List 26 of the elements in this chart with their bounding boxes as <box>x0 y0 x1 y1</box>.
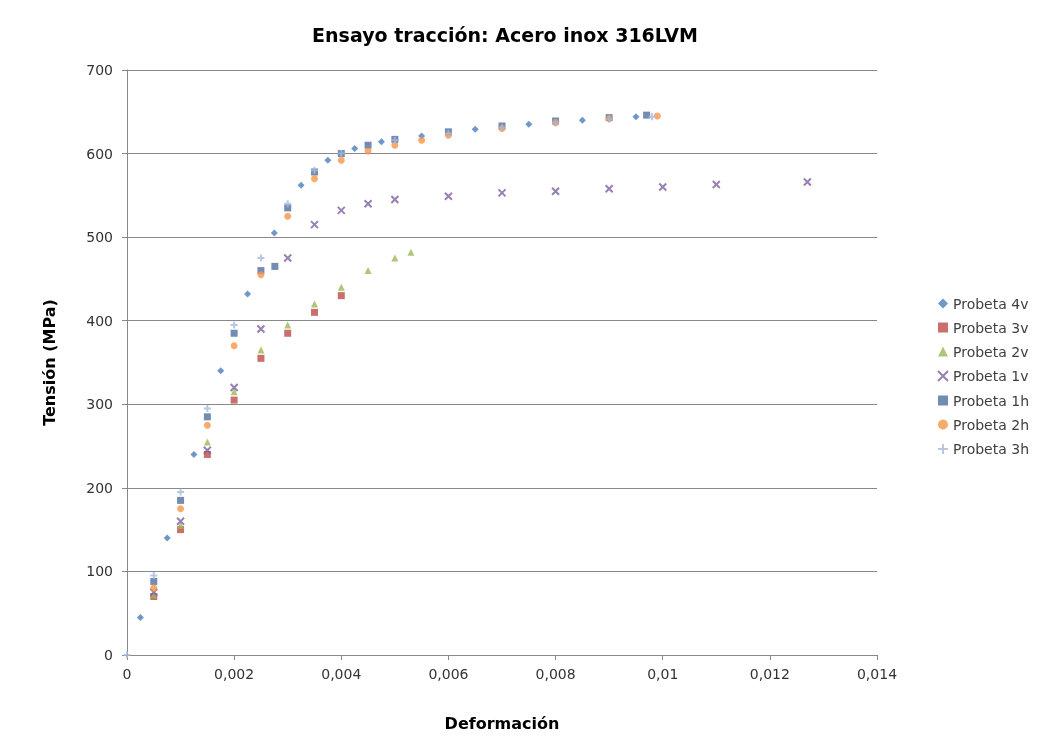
x-tick-label: 0,002 <box>214 666 255 682</box>
legend-label: Probeta 3h <box>952 441 1030 457</box>
legend-label: Probeta 1h <box>952 392 1030 409</box>
legend-label: Probeta 2h <box>952 416 1030 433</box>
y-tick-label: 200 <box>86 479 113 496</box>
y-axis-title: Tensión (MPa) <box>39 299 59 426</box>
x-tick-label: 0,01 <box>647 666 679 682</box>
x-tick-label: 0,006 <box>428 666 469 682</box>
y-tick-label: 400 <box>86 312 113 329</box>
x-tick-label: 0,008 <box>535 666 576 682</box>
x-tick-label: 0,012 <box>749 666 790 682</box>
y-tick-label: 500 <box>86 229 113 246</box>
legend-label: Probeta 4v <box>952 295 1029 312</box>
y-tick-label: 300 <box>86 396 113 413</box>
legend-label: Probeta 1v <box>952 368 1029 384</box>
legend-label: Probeta 2v <box>952 343 1029 360</box>
y-tick-label: 700 <box>86 62 113 78</box>
x-tick-label: 0,004 <box>321 666 362 682</box>
x-tick-label: 0 <box>122 666 132 682</box>
chart-title: Ensayo tracción: Acero inox 316LVM <box>312 23 698 46</box>
x-tick-label: 0,014 <box>856 666 898 682</box>
x-axis-title: Deformación <box>444 713 560 733</box>
legend-label: Probeta 3v <box>952 319 1029 336</box>
y-tick-label: 600 <box>86 145 113 162</box>
y-tick-label: 0 <box>104 647 113 663</box>
y-tick-label: 100 <box>86 563 113 580</box>
